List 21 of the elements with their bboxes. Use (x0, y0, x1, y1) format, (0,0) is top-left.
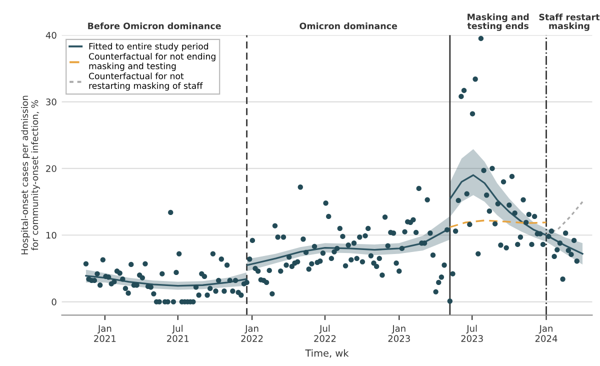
x-tick-label: Jan 2021 (94, 325, 116, 342)
x-axis-title: Time, wk (305, 349, 349, 358)
legend-label: Counterfactual for not ending masking and testing (88, 52, 216, 71)
legend-label: Counterfactual for not restarting masking of staff (88, 72, 203, 91)
y-tick-label: 30 (46, 98, 56, 106)
y-tick-label: 20 (46, 165, 56, 172)
x-tick-label: Jan 2023 (388, 325, 410, 342)
y-axis-title: Hospital-onset cases per admission for community-onset infection, % (21, 96, 40, 254)
x-tick-label: Jul 2023 (461, 324, 483, 342)
y-tick-label: 0 (52, 298, 56, 306)
x-tick-label: Jul 2022 (314, 324, 336, 342)
x-tick-label: Jul 2021 (167, 324, 189, 342)
y-tick-label: 10 (46, 232, 56, 239)
text: Omicron dominance (300, 22, 398, 30)
y-tick-label: 40 (46, 32, 56, 39)
x-tick-label: Jan 2022 (241, 325, 263, 342)
text: Before Omicron dominance (88, 22, 221, 30)
x-tick-label: Jan 2024 (535, 325, 558, 342)
text: Staff restart masking (539, 14, 600, 31)
text: Masking and testing ends (467, 14, 529, 31)
legend-label: Fitted to entire study period (89, 42, 208, 52)
